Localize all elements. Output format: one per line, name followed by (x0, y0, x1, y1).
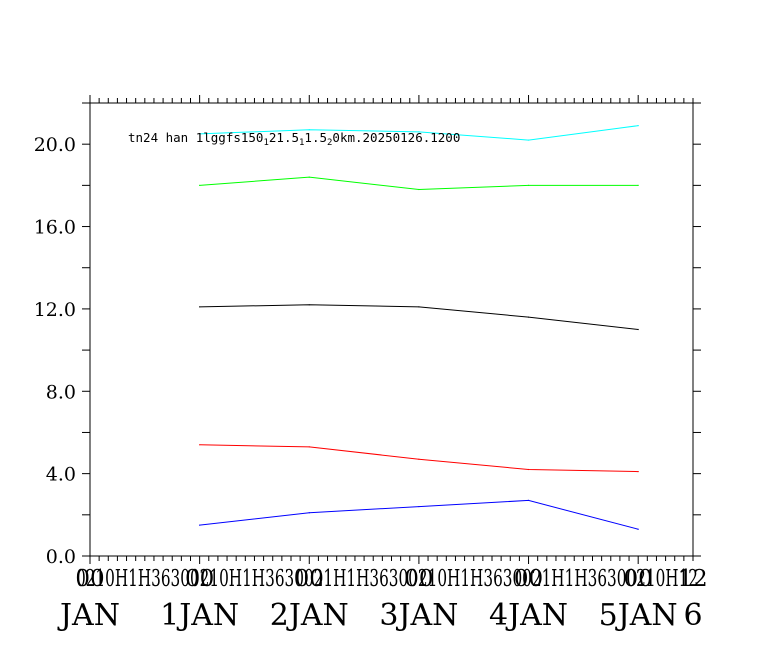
x-tick-label-date: 4JAN (489, 598, 568, 633)
series-5-point (308, 512, 310, 514)
y-axis: 0.0 4.0 8.0 12.0 16.0 20.0 (34, 102, 701, 568)
series-3-point (527, 316, 530, 318)
x-tick-label-time: 00 (404, 566, 433, 592)
series-5-point (527, 499, 530, 502)
y-tick-label: 8.0 (46, 381, 76, 403)
series-2-point (308, 176, 310, 178)
series-5-point (418, 505, 420, 508)
y-tick-label: 0.0 (46, 546, 76, 568)
series-4-point (637, 470, 639, 473)
series-line-2 (199, 176, 639, 190)
x-tick-label-time: 00 (75, 566, 104, 592)
series-4-point (308, 446, 310, 448)
series-line-3 (199, 304, 639, 330)
x-tick-label-time: 00 (295, 566, 324, 592)
series-line-5 (199, 499, 639, 530)
y-tick-label: 16.0 (34, 217, 76, 239)
x-tick-label-date: 5JAN (599, 598, 678, 633)
title-part: 2 (327, 138, 332, 148)
title-part: 1 (299, 138, 304, 148)
series-5-point (199, 524, 201, 526)
series-1-point (199, 133, 201, 135)
title-part: 21.5 (269, 130, 299, 145)
series-4-point (199, 444, 201, 446)
x-tick-overlap-labels: 0210H1H36300210H1H3630021H1H36300210H1H3… (76, 566, 698, 592)
y-tick-label: 4.0 (46, 464, 76, 486)
series-3-point (418, 306, 420, 308)
x-tick-label-date: 3JAN (379, 598, 458, 633)
x-axis: 0210H1H36300210H1H3630021H1H36300210H1H3… (57, 566, 708, 633)
series-3-point (308, 304, 310, 306)
x-tick-label-date: 1JAN (160, 598, 239, 633)
series-3-point (199, 306, 201, 308)
title-part: 1.5 (304, 130, 327, 145)
series-1-point (308, 129, 310, 131)
series-2-point (637, 184, 639, 186)
series-2-point (199, 184, 201, 186)
series-2-point (418, 188, 420, 191)
series-3-point (637, 328, 639, 331)
series-1-point (637, 125, 639, 127)
title-part: 0km.20250126.1200 (332, 130, 460, 145)
series-4-point (527, 468, 530, 471)
y-tick-label: 12.0 (34, 299, 76, 321)
plot-frame (89, 102, 694, 557)
title-part: tn24 han 1lggfs150 (128, 130, 263, 145)
series-1-point (527, 139, 530, 141)
x-tick-label-date: 2JAN (270, 598, 349, 633)
series-line-4 (199, 444, 639, 473)
title-part: 1 (263, 138, 268, 148)
series-2-point (527, 184, 530, 186)
series-layer (199, 125, 639, 530)
x-tick-label-time: 00 (624, 566, 653, 592)
chart-title: tn24 han 1lggfs150121.511.520km.20250126… (128, 130, 460, 148)
x-tick-label-date: 6 (683, 598, 702, 633)
series-5-point (637, 528, 639, 530)
x-tick-label-date: JAN (57, 598, 120, 633)
minor-ticks (89, 95, 694, 564)
series-1-point (418, 131, 420, 133)
x-tick-label-time: 12 (678, 566, 707, 592)
series-4-point (418, 458, 420, 460)
x-tick-label-time: 00 (514, 566, 543, 592)
x-tick-label-time: 00 (185, 566, 214, 592)
y-tick-label: 20.0 (34, 134, 76, 156)
